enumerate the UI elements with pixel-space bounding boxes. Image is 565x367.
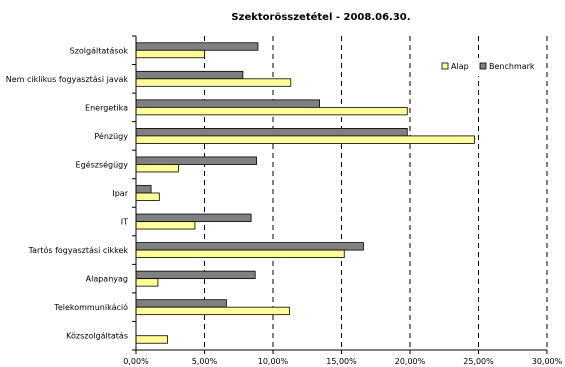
chart-title: Szektorösszetétel - 2008.06.30. xyxy=(231,11,410,23)
category-labels: Szolgáltatások Nem ciklikus fogyasztási j… xyxy=(6,46,129,340)
bar-alap xyxy=(135,221,196,230)
gridlines xyxy=(204,36,548,350)
category-label: IT xyxy=(121,218,128,227)
bar-alap xyxy=(135,306,290,316)
legend-label: Benchmark xyxy=(489,62,535,71)
category-label: Energetika xyxy=(85,103,128,112)
axes xyxy=(132,35,548,354)
legend: Alap Benchmark xyxy=(437,58,539,76)
bar-alap xyxy=(135,78,292,87)
x-tick-label: 0,00% xyxy=(123,357,149,366)
bar-alap xyxy=(135,278,159,287)
category-label: Telekommunikáció xyxy=(53,302,128,312)
bar-alap xyxy=(135,335,168,344)
category-label: Pénzügy xyxy=(94,131,128,141)
bar-alap xyxy=(135,192,160,201)
bar-alap xyxy=(135,135,475,144)
x-tick-label: 30,00% xyxy=(532,357,563,366)
bar-benchmark xyxy=(135,70,244,80)
bar-alap xyxy=(135,106,408,116)
legend-swatch xyxy=(479,62,487,70)
bar-benchmark xyxy=(135,185,152,194)
bar-alap xyxy=(135,164,179,173)
category-label: Nem ciklikus fogyasztási javak xyxy=(6,75,129,84)
x-tick-label: 5,00% xyxy=(192,357,218,366)
legend-label: Alap xyxy=(451,62,469,71)
category-label: Szolgáltatások xyxy=(70,46,129,55)
x-tick-label: 25,00% xyxy=(463,357,494,366)
x-tick-label: 15,00% xyxy=(326,357,357,366)
bar-benchmark xyxy=(135,213,252,222)
bar-benchmark xyxy=(135,242,364,251)
category-label: Tartós fogyasztási cikkek xyxy=(28,245,129,255)
bar-alap xyxy=(135,249,345,258)
bar-alap xyxy=(135,49,205,59)
legend-swatch xyxy=(441,62,449,70)
x-tick-label: 10,00% xyxy=(258,357,289,366)
legend-box xyxy=(437,58,539,76)
tick-labels: 0,00% 5,00% 10,00% 15,00% 20,00% 25,00% 30,00% xyxy=(123,357,562,366)
category-label: Közszolgáltatás xyxy=(66,332,128,341)
x-tick-label: 20,00% xyxy=(395,357,426,366)
bar-benchmark xyxy=(135,99,320,108)
category-label: Egészségügy xyxy=(76,159,129,169)
bar-benchmark xyxy=(135,299,227,308)
bars xyxy=(135,42,475,344)
category-label: Alapanyag xyxy=(86,275,128,284)
category-label: Ipar xyxy=(112,189,128,198)
bar-benchmark xyxy=(135,42,259,51)
bar-benchmark xyxy=(135,270,256,280)
bar-benchmark xyxy=(135,128,408,137)
bar-benchmark xyxy=(135,156,257,165)
